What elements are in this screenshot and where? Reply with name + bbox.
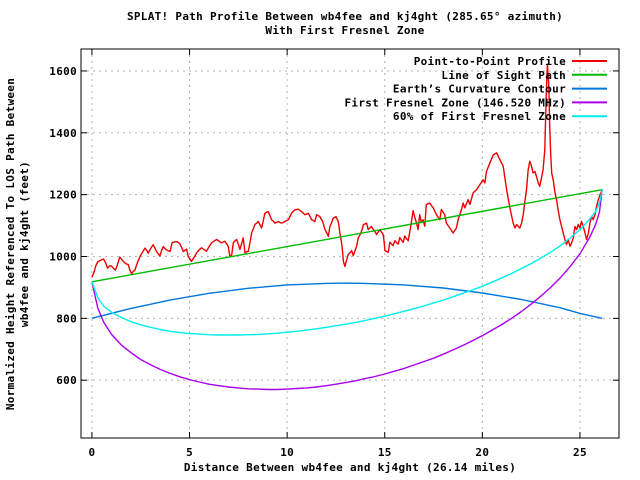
series-first-fresnel-zone-146-520-mhz [91,189,603,391]
series-60-of-first-fresnel-zone [91,189,603,336]
legend-label-4: 60% of First Fresnel Zone [393,110,566,123]
series-point-to-point-profile [91,63,603,278]
y-tick-label-600: 600 [56,374,77,387]
x-axis-label: Distance Between wb4fee and kj4ght (26.1… [184,461,516,474]
series-earth-s-curvature-contour [91,282,603,319]
x-tick-label-10: 10 [280,446,294,459]
series-layer [91,63,603,391]
legend-label-1: Line of Sight Path [441,69,566,82]
chart-title-line2: With First Fresnel Zone [265,24,424,37]
x-tick-label-20: 20 [475,446,489,459]
series-line-of-sight-path [91,189,603,283]
x-tick-label-25: 25 [573,446,587,459]
y-tick-label-1200: 1200 [49,189,77,202]
chart-title-line1: SPLAT! Path Profile Between wb4fee and k… [127,10,563,23]
x-tick-label-0: 0 [88,446,95,459]
y-tick-label-1600: 1600 [49,65,77,78]
y-axis-label-line1: Normalized Height Referenced To LOS Path… [4,78,17,410]
grid-layer [81,49,619,438]
tick-layer: 0 5 10 15 20 25 600 800 1000 1200 1400 1600 [49,49,619,459]
legend-label-3: First Fresnel Zone (146.520 MHz) [344,96,566,109]
x-tick-label-15: 15 [378,446,392,459]
y-axis-label: Normalized Height Referenced To LOS Path… [4,78,31,410]
y-axis-label-line2: wb4fee and kj4ght (feet) [18,161,31,327]
y-tick-label-1000: 1000 [49,250,77,263]
legend-label-0: Point-to-Point Profile [414,55,566,68]
y-tick-label-800: 800 [56,312,77,325]
plot-border [80,48,620,439]
y-tick-label-1400: 1400 [49,127,77,140]
legend-label-2: Earth’s Curvature Contour [393,83,566,96]
x-tick-label-5: 5 [186,446,193,459]
